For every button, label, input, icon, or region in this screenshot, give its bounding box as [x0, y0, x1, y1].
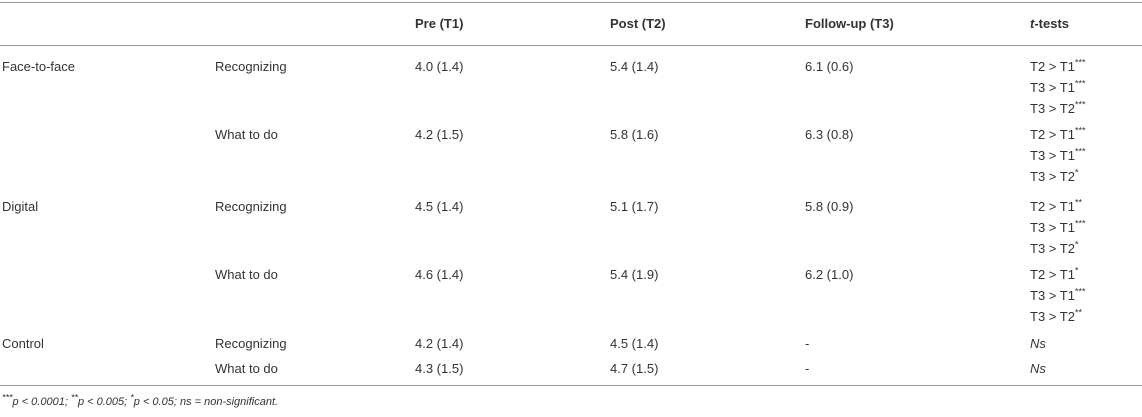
- ttest-text: T2 > T1: [1030, 267, 1075, 282]
- cell-pre: 4.5 (1.4): [415, 199, 464, 214]
- ttest-ns: Ns: [1030, 361, 1046, 376]
- cell-post: 5.8 (1.6): [610, 127, 659, 142]
- cell-follow: 6.1 (0.6): [805, 59, 854, 74]
- ttest-sig: ***: [1074, 99, 1086, 110]
- cell-measure: Recognizing: [215, 59, 287, 74]
- footnote-text: p < 0.005;: [77, 396, 131, 408]
- footnote-sig: **: [70, 392, 78, 403]
- column-header: Post (T2): [610, 16, 666, 31]
- ttest-text: T2 > T1: [1030, 127, 1075, 142]
- cell-measure: What to do: [215, 361, 278, 376]
- ttest-text: T3 > T1: [1030, 288, 1075, 303]
- cell-measure: What to do: [215, 127, 278, 142]
- footnote-sig: *: [130, 392, 134, 403]
- ttest-text: T3 > T1: [1030, 220, 1075, 235]
- cell-post: 5.4 (1.4): [610, 59, 659, 74]
- cell-post: 5.4 (1.9): [610, 267, 659, 282]
- cell-group: Digital: [2, 199, 39, 214]
- ttest-line: T3 > T1***: [1030, 77, 1085, 98]
- ttest-text: T2 > T1: [1030, 199, 1075, 214]
- cell-group: Face-to-face: [2, 59, 75, 74]
- cell-pre: 4.0 (1.4): [415, 59, 464, 74]
- cell-follow: -: [805, 336, 810, 351]
- ttest-text: T3 > T2: [1030, 101, 1075, 116]
- cell-pre: 4.2 (1.4): [415, 336, 464, 351]
- ttest-sig: ***: [1074, 125, 1086, 136]
- ttest-line: T3 > T1***: [1030, 285, 1085, 306]
- ttest-sig: ***: [1074, 78, 1086, 89]
- ttest-line: T2 > T1*: [1030, 264, 1078, 285]
- cell-follow: 6.2 (1.0): [805, 267, 854, 282]
- ttest-text: T3 > T2: [1030, 309, 1075, 324]
- ttest-sig: *: [1074, 239, 1079, 250]
- ttest-line: T2 > T1***: [1030, 56, 1085, 77]
- ttest-sig: ***: [1074, 286, 1086, 297]
- cell-pre: 4.2 (1.5): [415, 127, 464, 142]
- ttest-ns: Ns: [1030, 336, 1046, 351]
- cell-measure: Recognizing: [215, 199, 287, 214]
- header-rule: [0, 45, 1142, 46]
- cell-post: 4.5 (1.4): [610, 336, 659, 351]
- cell-measure: What to do: [215, 267, 278, 282]
- top-rule: [0, 2, 1142, 3]
- header-part: t: [1030, 16, 1035, 31]
- header-part: -tests: [1034, 16, 1070, 31]
- ttest-sig: ***: [1074, 57, 1086, 68]
- cell-follow: 5.8 (0.9): [805, 199, 854, 214]
- ttest-line: T2 > T1***: [1030, 124, 1085, 145]
- footnote-text: p < 0.0001;: [12, 396, 71, 408]
- ttest-sig: **: [1074, 307, 1082, 318]
- ttest-text: T3 > T2: [1030, 169, 1075, 184]
- ttest-line: T3 > T2***: [1030, 98, 1085, 119]
- cell-follow: 6.3 (0.8): [805, 127, 854, 142]
- ttest-text: T2 > T1: [1030, 59, 1075, 74]
- ttest-text: T3 > T1: [1030, 80, 1075, 95]
- cell-pre: 4.6 (1.4): [415, 267, 464, 282]
- cell-measure: Recognizing: [215, 336, 287, 351]
- footnote-sig: ***: [2, 392, 13, 403]
- ttest-line: T2 > T1**: [1030, 196, 1082, 217]
- ttest-sig: **: [1074, 197, 1082, 208]
- ttest-line: T3 > T1***: [1030, 217, 1085, 238]
- footnote: ***p < 0.0001; **p < 0.005; *p < 0.05; n…: [2, 393, 279, 408]
- ttest-sig: ***: [1074, 146, 1086, 157]
- cell-post: 4.7 (1.5): [610, 361, 659, 376]
- bottom-rule: [0, 385, 1142, 386]
- ttest-text: T3 > T2: [1030, 241, 1075, 256]
- column-header: t-tests: [1030, 13, 1069, 34]
- cell-follow: -: [805, 361, 810, 376]
- ttest-line: T3 > T1***: [1030, 145, 1085, 166]
- column-header: Pre (T1): [415, 16, 464, 31]
- ttest-line: T3 > T2*: [1030, 166, 1078, 187]
- ttest-text: T3 > T1: [1030, 148, 1075, 163]
- footnote-text: p < 0.05; ns = non-significant.: [133, 396, 279, 408]
- ttest-sig: *: [1074, 167, 1079, 178]
- ttest-line: T3 > T2*: [1030, 238, 1078, 259]
- cell-post: 5.1 (1.7): [610, 199, 659, 214]
- ttest-line: T3 > T2**: [1030, 306, 1082, 327]
- cell-group: Control: [2, 336, 44, 351]
- ttest-sig: ***: [1074, 218, 1086, 229]
- column-header: Follow-up (T3): [805, 16, 894, 31]
- cell-pre: 4.3 (1.5): [415, 361, 464, 376]
- ttest-sig: *: [1074, 265, 1079, 276]
